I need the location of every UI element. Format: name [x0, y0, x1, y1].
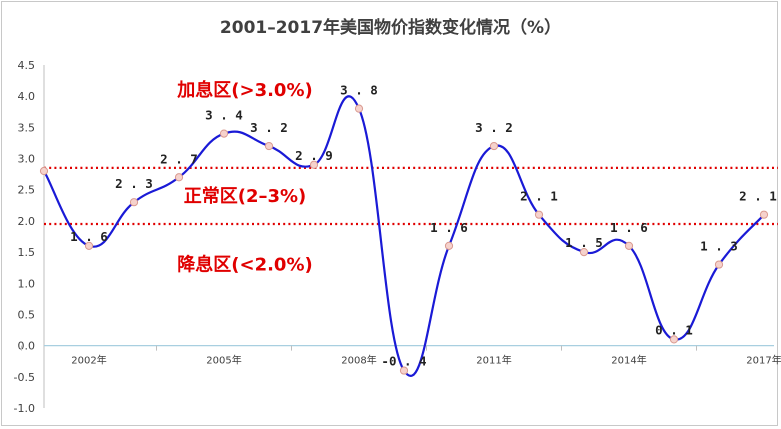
data-label: 3 . 2: [475, 120, 513, 135]
x-tick-label: 2008年: [341, 354, 376, 367]
y-tick-label: 2.5: [18, 184, 36, 197]
chart-title: 2001–2017年美国物价指数变化情况（%）: [219, 18, 562, 38]
data-point: [174, 173, 184, 182]
data-label: 2 . 1: [739, 189, 777, 204]
y-tick-label: 1.5: [18, 246, 36, 259]
data-point: [264, 141, 274, 151]
zone-labels: 加息区(>3.0%) 正常区(2–3%) 降息区(<2.0%): [176, 79, 312, 276]
x-tick-label: 2011年: [476, 354, 511, 367]
data-label: 3 . 4: [205, 108, 243, 123]
data-label: 1 . 6: [70, 229, 108, 244]
y-tick-label: -1.0: [14, 402, 35, 415]
data-point: [714, 260, 724, 269]
y-tick-label: 3.0: [18, 153, 36, 166]
data-point: [669, 335, 679, 344]
y-tick-label: 0.5: [18, 308, 36, 321]
data-point: [39, 166, 49, 176]
data-point: [579, 247, 589, 257]
data-point: [129, 198, 139, 207]
data-label: 2 . 9: [295, 148, 333, 163]
y-axis: 4.5 4.0 3.5 3.0 2.5 2.0 1.5 1.0 0.5 0.0 -0.5 -1.0: [14, 59, 45, 415]
data-label: 1 . 3: [700, 239, 738, 254]
data-point: [534, 210, 544, 219]
data-point: [759, 210, 769, 219]
data-point: [354, 104, 364, 113]
y-tick-label: 4.0: [18, 90, 36, 103]
x-tick-label: 2017年: [746, 354, 781, 367]
data-label: 1 . 6: [430, 220, 468, 235]
data-point: [624, 241, 634, 250]
zone-label: 正常区(2–3%): [184, 185, 307, 207]
data-label: 2 . 7: [160, 151, 198, 166]
data-label: 1 . 5: [565, 235, 603, 250]
data-point: [309, 160, 319, 169]
data-label: 2 . 1: [520, 189, 558, 204]
data-label: 3 . 2: [250, 120, 288, 135]
y-tick-label: 3.5: [18, 121, 36, 134]
y-tick-label: 2.0: [18, 215, 36, 228]
y-tick-label: 1.0: [18, 277, 36, 290]
x-axis: 2002年 2005年 2008年 2011年 2014年 2017年: [21, 345, 781, 367]
zone-label: 加息区(>3.0%): [176, 79, 312, 101]
data-label: 2 . 3: [115, 176, 153, 191]
y-tick-label: -0.5: [14, 371, 35, 384]
y-tick-label: 0.0: [18, 340, 36, 353]
data-labels: 1 . 6 2 . 3 2 . 7 3 . 4 3 . 2 2 . 9 3 . 8 -0 . …: [70, 83, 777, 369]
x-tick-label: 2014年: [611, 354, 646, 367]
data-point: [219, 129, 229, 138]
data-label: -0 . 4: [381, 354, 426, 369]
data-point: [444, 241, 454, 250]
data-label: 0 . 1: [655, 322, 693, 337]
data-label: 1 . 6: [610, 220, 648, 235]
x-tick-label: 2002年: [71, 354, 106, 367]
data-label: 3 . 8: [340, 83, 378, 98]
data-point: [399, 366, 409, 375]
reference-lines: [44, 166, 778, 226]
y-tick-label: 4.5: [18, 59, 36, 72]
data-point: [84, 241, 94, 250]
data-point: [489, 141, 499, 151]
zone-label: 降息区(<2.0%): [177, 254, 312, 276]
data-markers: [39, 104, 769, 375]
x-tick-label: 2005年: [206, 354, 241, 367]
